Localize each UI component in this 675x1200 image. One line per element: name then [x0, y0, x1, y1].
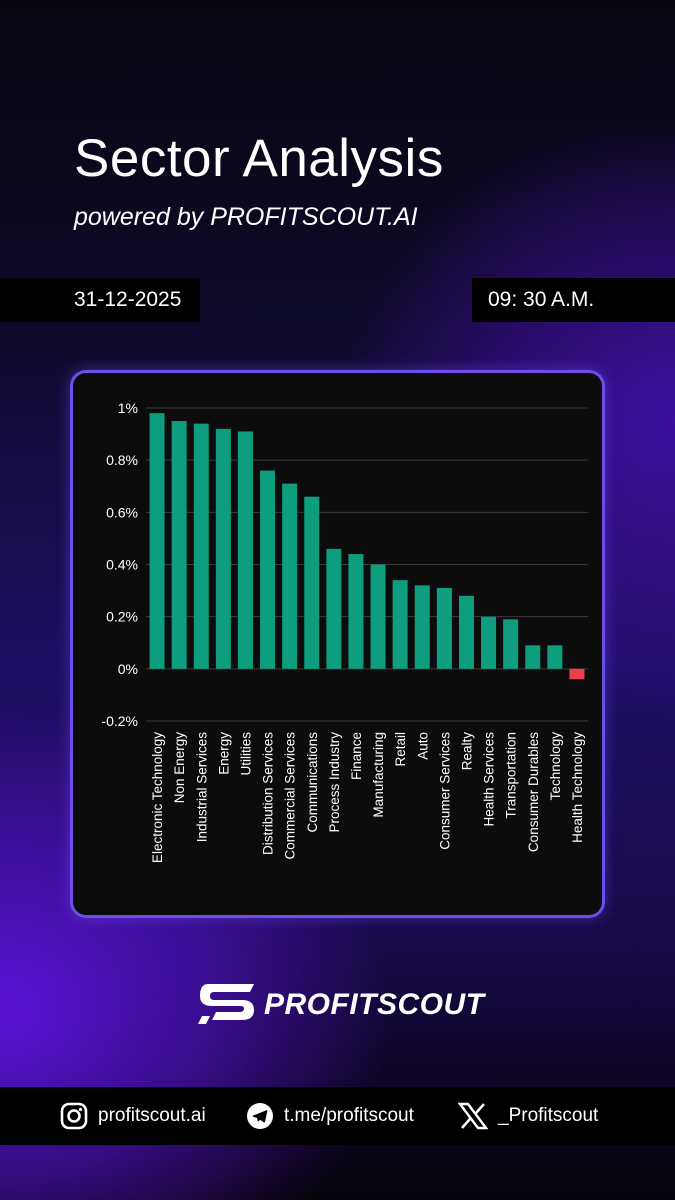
y-tick-label: 0.6% — [106, 504, 138, 520]
social-footer: profitscout.ai t.me/profitscout _Profits… — [0, 1087, 675, 1145]
y-tick-label: 1% — [118, 400, 138, 416]
profitscout-s-logo-icon — [198, 984, 254, 1024]
instagram-label: profitscout.ai — [98, 1105, 206, 1126]
x-category-label: Energy — [216, 732, 231, 775]
bar-technology — [547, 645, 563, 669]
x-category-label: Commercial Services — [283, 732, 298, 860]
time-badge: 09: 30 A.M. — [472, 278, 675, 322]
sector-bar-chart: 1% 0.8% 0.6% 0.4% 0.2% 0% -0.2% Electronic Tech… — [101, 400, 588, 863]
x-category-label: Transportation — [504, 732, 519, 819]
page-title: Sector Analysis — [74, 129, 444, 188]
x-category-label: Consumer Services — [437, 732, 452, 850]
x-link[interactable]: _Profitscout — [458, 1087, 598, 1145]
x-icon — [458, 1102, 488, 1130]
x-label: _Profitscout — [498, 1105, 599, 1126]
x-category-label: Utilities — [238, 732, 253, 776]
y-tick-label: 0.2% — [106, 609, 138, 625]
bar-auto — [414, 585, 430, 669]
bar-realty — [458, 595, 474, 669]
brand-name: PROFITSCOUT — [264, 988, 485, 1021]
x-category-label: Health Technology — [570, 732, 585, 843]
x-category-label: Non Energy — [172, 732, 187, 804]
x-category-label: Finance — [349, 732, 364, 780]
telegram-icon — [247, 1103, 273, 1129]
bar-energy — [215, 428, 231, 669]
x-category-label: Electronic Technology — [150, 732, 165, 863]
bar-non-energy — [171, 421, 187, 669]
y-tick-label: -0.2% — [101, 713, 138, 729]
x-category-label: Consumer Durables — [526, 732, 541, 852]
brand-logo: PROFITSCOUT — [198, 980, 488, 1028]
date-text: 31-12-2025 — [74, 288, 182, 311]
date-badge: 31-12-2025 — [0, 278, 200, 322]
bar-electronic-technology — [149, 413, 165, 669]
bar-manufacturing — [370, 564, 386, 669]
telegram-label: t.me/profitscout — [284, 1105, 414, 1126]
bar-utilities — [237, 431, 253, 669]
x-category-label: Communications — [305, 732, 320, 833]
x-category-label: Manufacturing — [371, 732, 386, 818]
instagram-link[interactable]: profitscout.ai — [60, 1087, 206, 1145]
bar-finance — [348, 554, 364, 669]
bar-retail — [392, 580, 408, 669]
telegram-link[interactable]: t.me/profitscout — [246, 1087, 414, 1145]
time-text: 09: 30 A.M. — [488, 288, 595, 311]
bar-communications — [304, 496, 320, 669]
y-tick-label: 0.4% — [106, 557, 138, 573]
x-category-label: Realty — [459, 732, 474, 771]
chart-card: 1% 0.8% 0.6% 0.4% 0.2% 0% -0.2% Electronic Tech… — [70, 370, 605, 918]
bar-distribution-services — [260, 470, 276, 669]
x-category-label: Health Services — [482, 732, 497, 827]
bar-consumer-durables — [525, 645, 541, 669]
x-category-label: Process Industry — [327, 732, 342, 833]
bar-commercial-services — [282, 483, 298, 669]
bar-consumer-services — [436, 587, 452, 669]
bar-health-services — [481, 616, 497, 669]
bar-process-industry — [326, 548, 342, 669]
y-tick-label: 0.8% — [106, 452, 138, 468]
page-subtitle: powered by PROFITSCOUT.AI — [74, 203, 418, 231]
x-category-label: Technology — [548, 732, 563, 801]
x-category-label: Distribution Services — [261, 732, 276, 855]
x-category-label: Retail — [393, 732, 408, 767]
y-tick-label: 0% — [118, 661, 138, 677]
bar-industrial-services — [193, 423, 209, 669]
bar-health-technology — [569, 668, 585, 680]
instagram-icon — [60, 1102, 88, 1130]
bar-transportation — [503, 619, 519, 669]
x-category-label: Industrial Services — [194, 732, 209, 843]
x-category-label: Auto — [415, 732, 430, 760]
